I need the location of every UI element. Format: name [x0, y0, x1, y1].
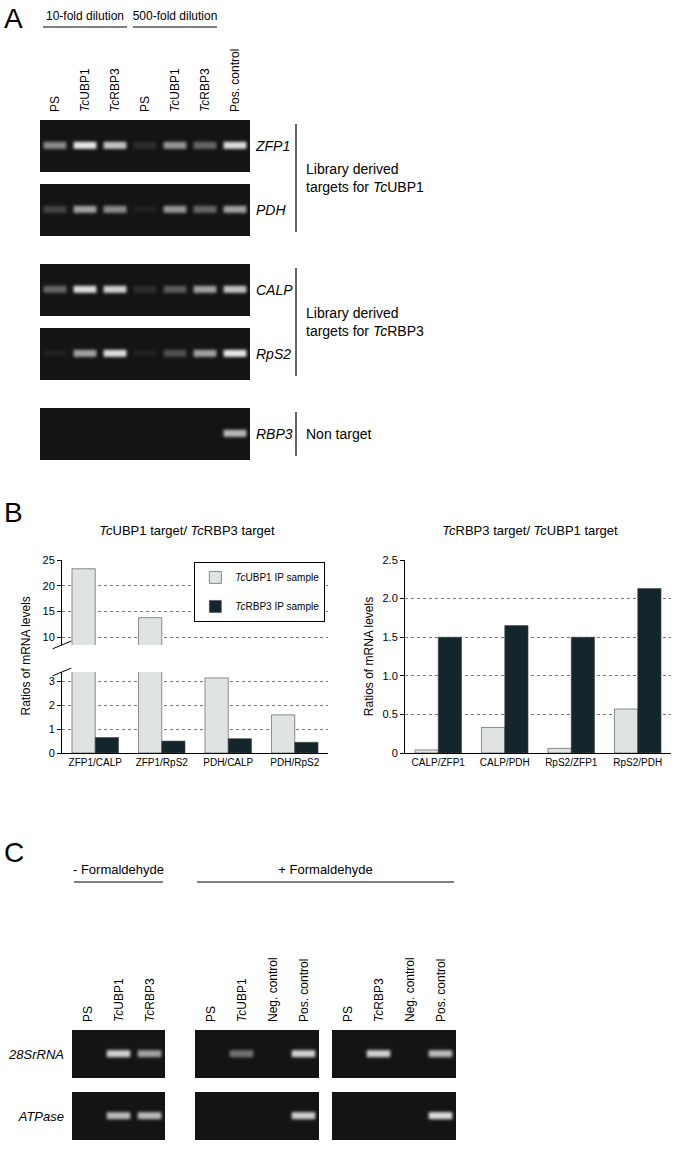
- svg-text:CALP/ZFP1: CALP/ZFP1: [412, 757, 466, 768]
- svg-text:1.5: 1.5: [383, 631, 398, 643]
- svg-text:targets for TcRBP3: targets for TcRBP3: [306, 323, 424, 339]
- svg-text:RBP3: RBP3: [256, 426, 293, 442]
- svg-text:2.5: 2.5: [383, 554, 398, 566]
- svg-text:RpS2/PDH: RpS2/PDH: [613, 757, 662, 768]
- svg-text:500-fold dilution: 500-fold dilution: [133, 9, 218, 23]
- svg-text:ATPase: ATPase: [18, 1109, 64, 1124]
- svg-text:TcUBP1 target/ TcRBP3 target: TcUBP1 target/ TcRBP3 target: [99, 523, 275, 538]
- svg-text:TcUBP1: TcUBP1: [168, 68, 182, 112]
- svg-text:Pos. control: Pos. control: [434, 959, 448, 1022]
- svg-text:2.0: 2.0: [383, 592, 398, 604]
- svg-text:PS: PS: [48, 96, 62, 112]
- svg-text:- Formaldehyde: - Formaldehyde: [73, 862, 164, 877]
- svg-text:PDH/CALP: PDH/CALP: [203, 757, 253, 768]
- svg-text:PDH: PDH: [256, 202, 286, 218]
- svg-text:+ Formaldehyde: + Formaldehyde: [278, 862, 372, 877]
- svg-text:10: 10: [43, 631, 55, 643]
- svg-text:PS: PS: [81, 1006, 95, 1022]
- svg-text:CALP/PDH: CALP/PDH: [480, 757, 530, 768]
- svg-text:3: 3: [49, 675, 55, 687]
- svg-text:targets for TcUBP1: targets for TcUBP1: [306, 179, 424, 195]
- svg-text:10-fold dilution: 10-fold dilution: [46, 9, 124, 23]
- svg-text:TcRBP3: TcRBP3: [143, 978, 157, 1022]
- svg-text:Library derived: Library derived: [306, 305, 399, 321]
- svg-text:PS: PS: [204, 1006, 218, 1022]
- svg-text:Neg. control: Neg. control: [403, 957, 417, 1022]
- svg-text:28SrRNA: 28SrRNA: [8, 1047, 64, 1062]
- svg-text:0: 0: [392, 747, 398, 759]
- svg-text:TcUBP1: TcUBP1: [78, 68, 92, 112]
- svg-text:15: 15: [43, 605, 55, 617]
- svg-text:PS: PS: [138, 96, 152, 112]
- svg-text:25: 25: [43, 554, 55, 566]
- svg-text:Neg. control: Neg. control: [266, 957, 280, 1022]
- svg-text:TcUBP1 IP sample: TcUBP1 IP sample: [235, 572, 319, 583]
- svg-text:Library derived: Library derived: [306, 161, 399, 177]
- svg-text:PS: PS: [341, 1006, 355, 1022]
- svg-text:Ratios of mRNA levels: Ratios of mRNA levels: [19, 596, 33, 715]
- svg-text:RpS2/ZFP1: RpS2/ZFP1: [545, 757, 598, 768]
- svg-text:PDH/RpS2: PDH/RpS2: [270, 757, 319, 768]
- svg-text:CALP: CALP: [256, 282, 293, 298]
- svg-text:Ratios of mRNA levels: Ratios of mRNA levels: [362, 597, 376, 716]
- svg-text:TcRBP3 IP sample: TcRBP3 IP sample: [235, 601, 319, 612]
- svg-text:TcRBP3: TcRBP3: [108, 68, 122, 112]
- svg-text:TcUBP1: TcUBP1: [112, 978, 126, 1022]
- svg-text:1.0: 1.0: [383, 670, 398, 682]
- svg-text:RpS2: RpS2: [256, 346, 291, 362]
- svg-text:ZFP1/RpS2: ZFP1/RpS2: [136, 757, 189, 768]
- svg-text:C: C: [4, 837, 24, 868]
- svg-text:1: 1: [49, 723, 55, 735]
- svg-text:TcRBP3 target/ TcUBP1 target: TcRBP3 target/ TcUBP1 target: [442, 523, 618, 538]
- svg-text:0.5: 0.5: [383, 708, 398, 720]
- svg-text:A: A: [4, 3, 23, 34]
- svg-text:Non target: Non target: [306, 426, 371, 442]
- svg-text:0: 0: [49, 747, 55, 759]
- svg-text:ZFP1: ZFP1: [255, 138, 290, 154]
- svg-text:TcUBP1: TcUBP1: [235, 978, 249, 1022]
- svg-text:2: 2: [49, 699, 55, 711]
- svg-text:B: B: [4, 497, 23, 528]
- svg-text:20: 20: [43, 580, 55, 592]
- svg-text:ZFP1/CALP: ZFP1/CALP: [69, 757, 123, 768]
- svg-text:Pos. control: Pos. control: [297, 959, 311, 1022]
- svg-text:TcRBP3: TcRBP3: [372, 978, 386, 1022]
- svg-text:TcRBP3: TcRBP3: [198, 68, 212, 112]
- svg-text:Pos. control: Pos. control: [228, 49, 242, 112]
